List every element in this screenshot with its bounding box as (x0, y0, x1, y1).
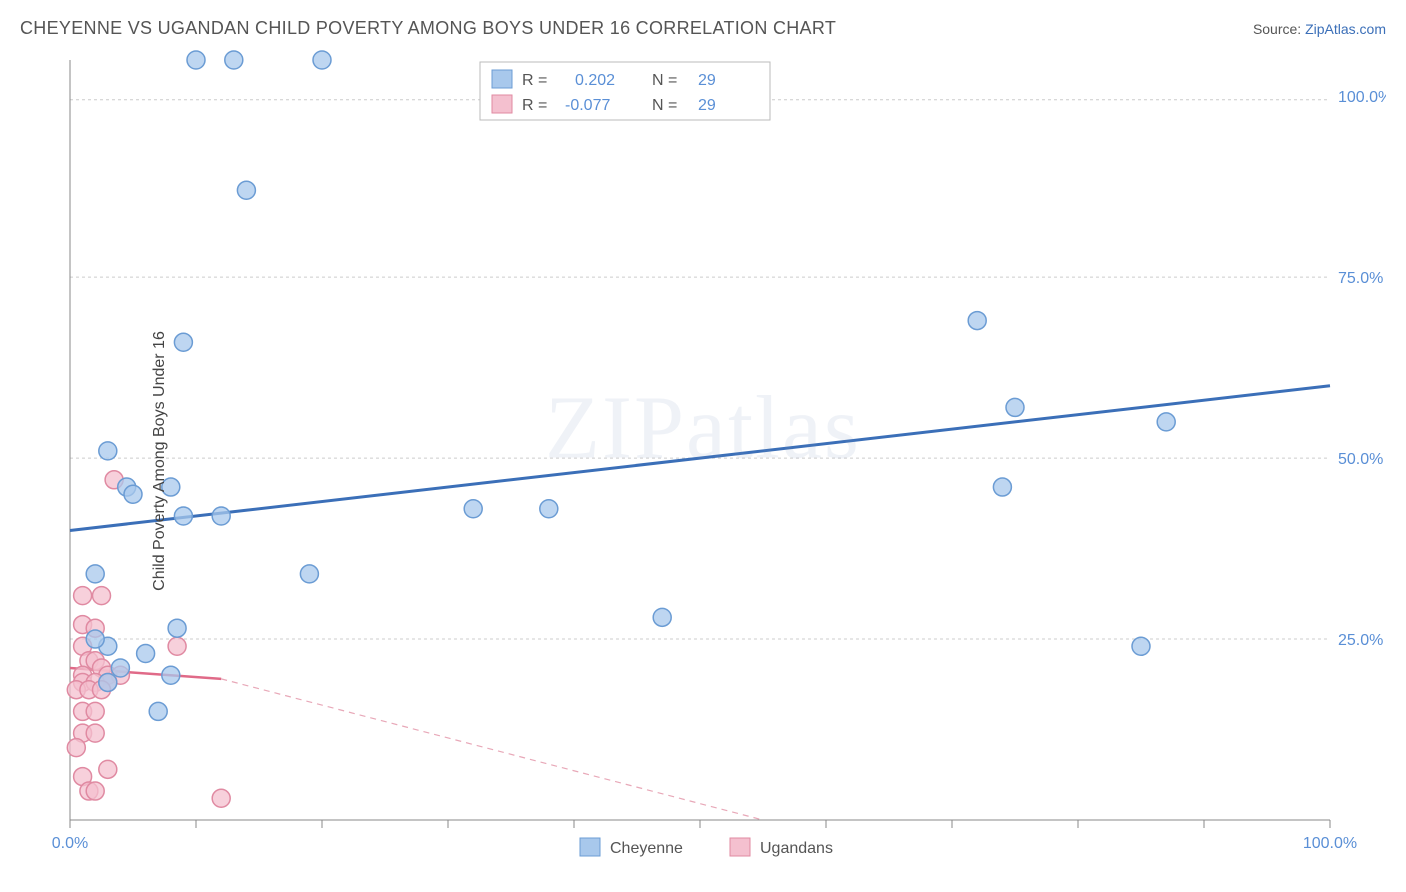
svg-text:N =: N = (652, 72, 677, 89)
data-point (212, 507, 230, 525)
data-point (237, 181, 255, 199)
x-tick-label: 100.0% (1303, 835, 1357, 852)
y-axis-label: Child Poverty Among Boys Under 16 (151, 331, 169, 591)
svg-text:R =: R = (522, 72, 547, 89)
data-point (300, 565, 318, 583)
bottom-legend-label-ugandans: Ugandans (760, 840, 833, 857)
data-point (174, 333, 192, 351)
data-point (86, 724, 104, 742)
y-tick-label: 100.0% (1338, 89, 1386, 106)
n-value-ugandans: 29 (698, 97, 716, 114)
data-point (99, 442, 117, 460)
data-point (313, 51, 331, 69)
bottom-legend-swatch-cheyenne (580, 838, 600, 856)
data-point (174, 507, 192, 525)
source-attribution: Source: ZipAtlas.com (1253, 21, 1386, 37)
r-value-cheyenne: 0.202 (575, 72, 615, 89)
data-point (99, 673, 117, 691)
data-point (212, 789, 230, 807)
data-point (464, 500, 482, 518)
data-point (67, 739, 85, 757)
data-point (187, 51, 205, 69)
source-prefix: Source: (1253, 21, 1305, 37)
data-point (124, 485, 142, 503)
legend-swatch-cheyenne (492, 70, 512, 88)
data-point (1132, 637, 1150, 655)
data-point (1157, 413, 1175, 431)
data-point (149, 702, 167, 720)
n-value-cheyenne: 29 (698, 72, 716, 89)
chart-title: CHEYENNE VS UGANDAN CHILD POVERTY AMONG … (20, 18, 836, 39)
data-point (653, 608, 671, 626)
data-point (540, 500, 558, 518)
bottom-legend-label-cheyenne: Cheyenne (610, 840, 683, 857)
data-point (74, 587, 92, 605)
r-value-ugandans: -0.077 (565, 97, 610, 114)
data-point (86, 630, 104, 648)
data-point (93, 587, 111, 605)
data-point (168, 619, 186, 637)
data-point (86, 702, 104, 720)
data-point (86, 782, 104, 800)
data-point (968, 312, 986, 330)
scatter-chart: 25.0% 50.0% 75.0% 100.0% 0.0% 100.0% R = 0.202 N… (20, 50, 1386, 872)
data-point (111, 659, 129, 677)
data-point (1006, 398, 1024, 416)
x-tick-label: 0.0% (52, 835, 88, 852)
data-point (86, 565, 104, 583)
source-link[interactable]: ZipAtlas.com (1305, 21, 1386, 37)
y-tick-label: 50.0% (1338, 451, 1383, 468)
data-point (168, 637, 186, 655)
svg-text:N =: N = (652, 97, 677, 114)
svg-text:R =: R = (522, 97, 547, 114)
chart-container: Child Poverty Among Boys Under 16 ZIPatl… (20, 50, 1386, 872)
data-point (162, 666, 180, 684)
data-point (137, 645, 155, 663)
legend-swatch-ugandans (492, 95, 512, 113)
bottom-legend-swatch-ugandans (730, 838, 750, 856)
data-point (99, 760, 117, 778)
header: CHEYENNE VS UGANDAN CHILD POVERTY AMONG … (20, 18, 1386, 39)
y-tick-label: 75.0% (1338, 270, 1383, 287)
y-tick-label: 25.0% (1338, 632, 1383, 649)
data-point (225, 51, 243, 69)
data-point (993, 478, 1011, 496)
